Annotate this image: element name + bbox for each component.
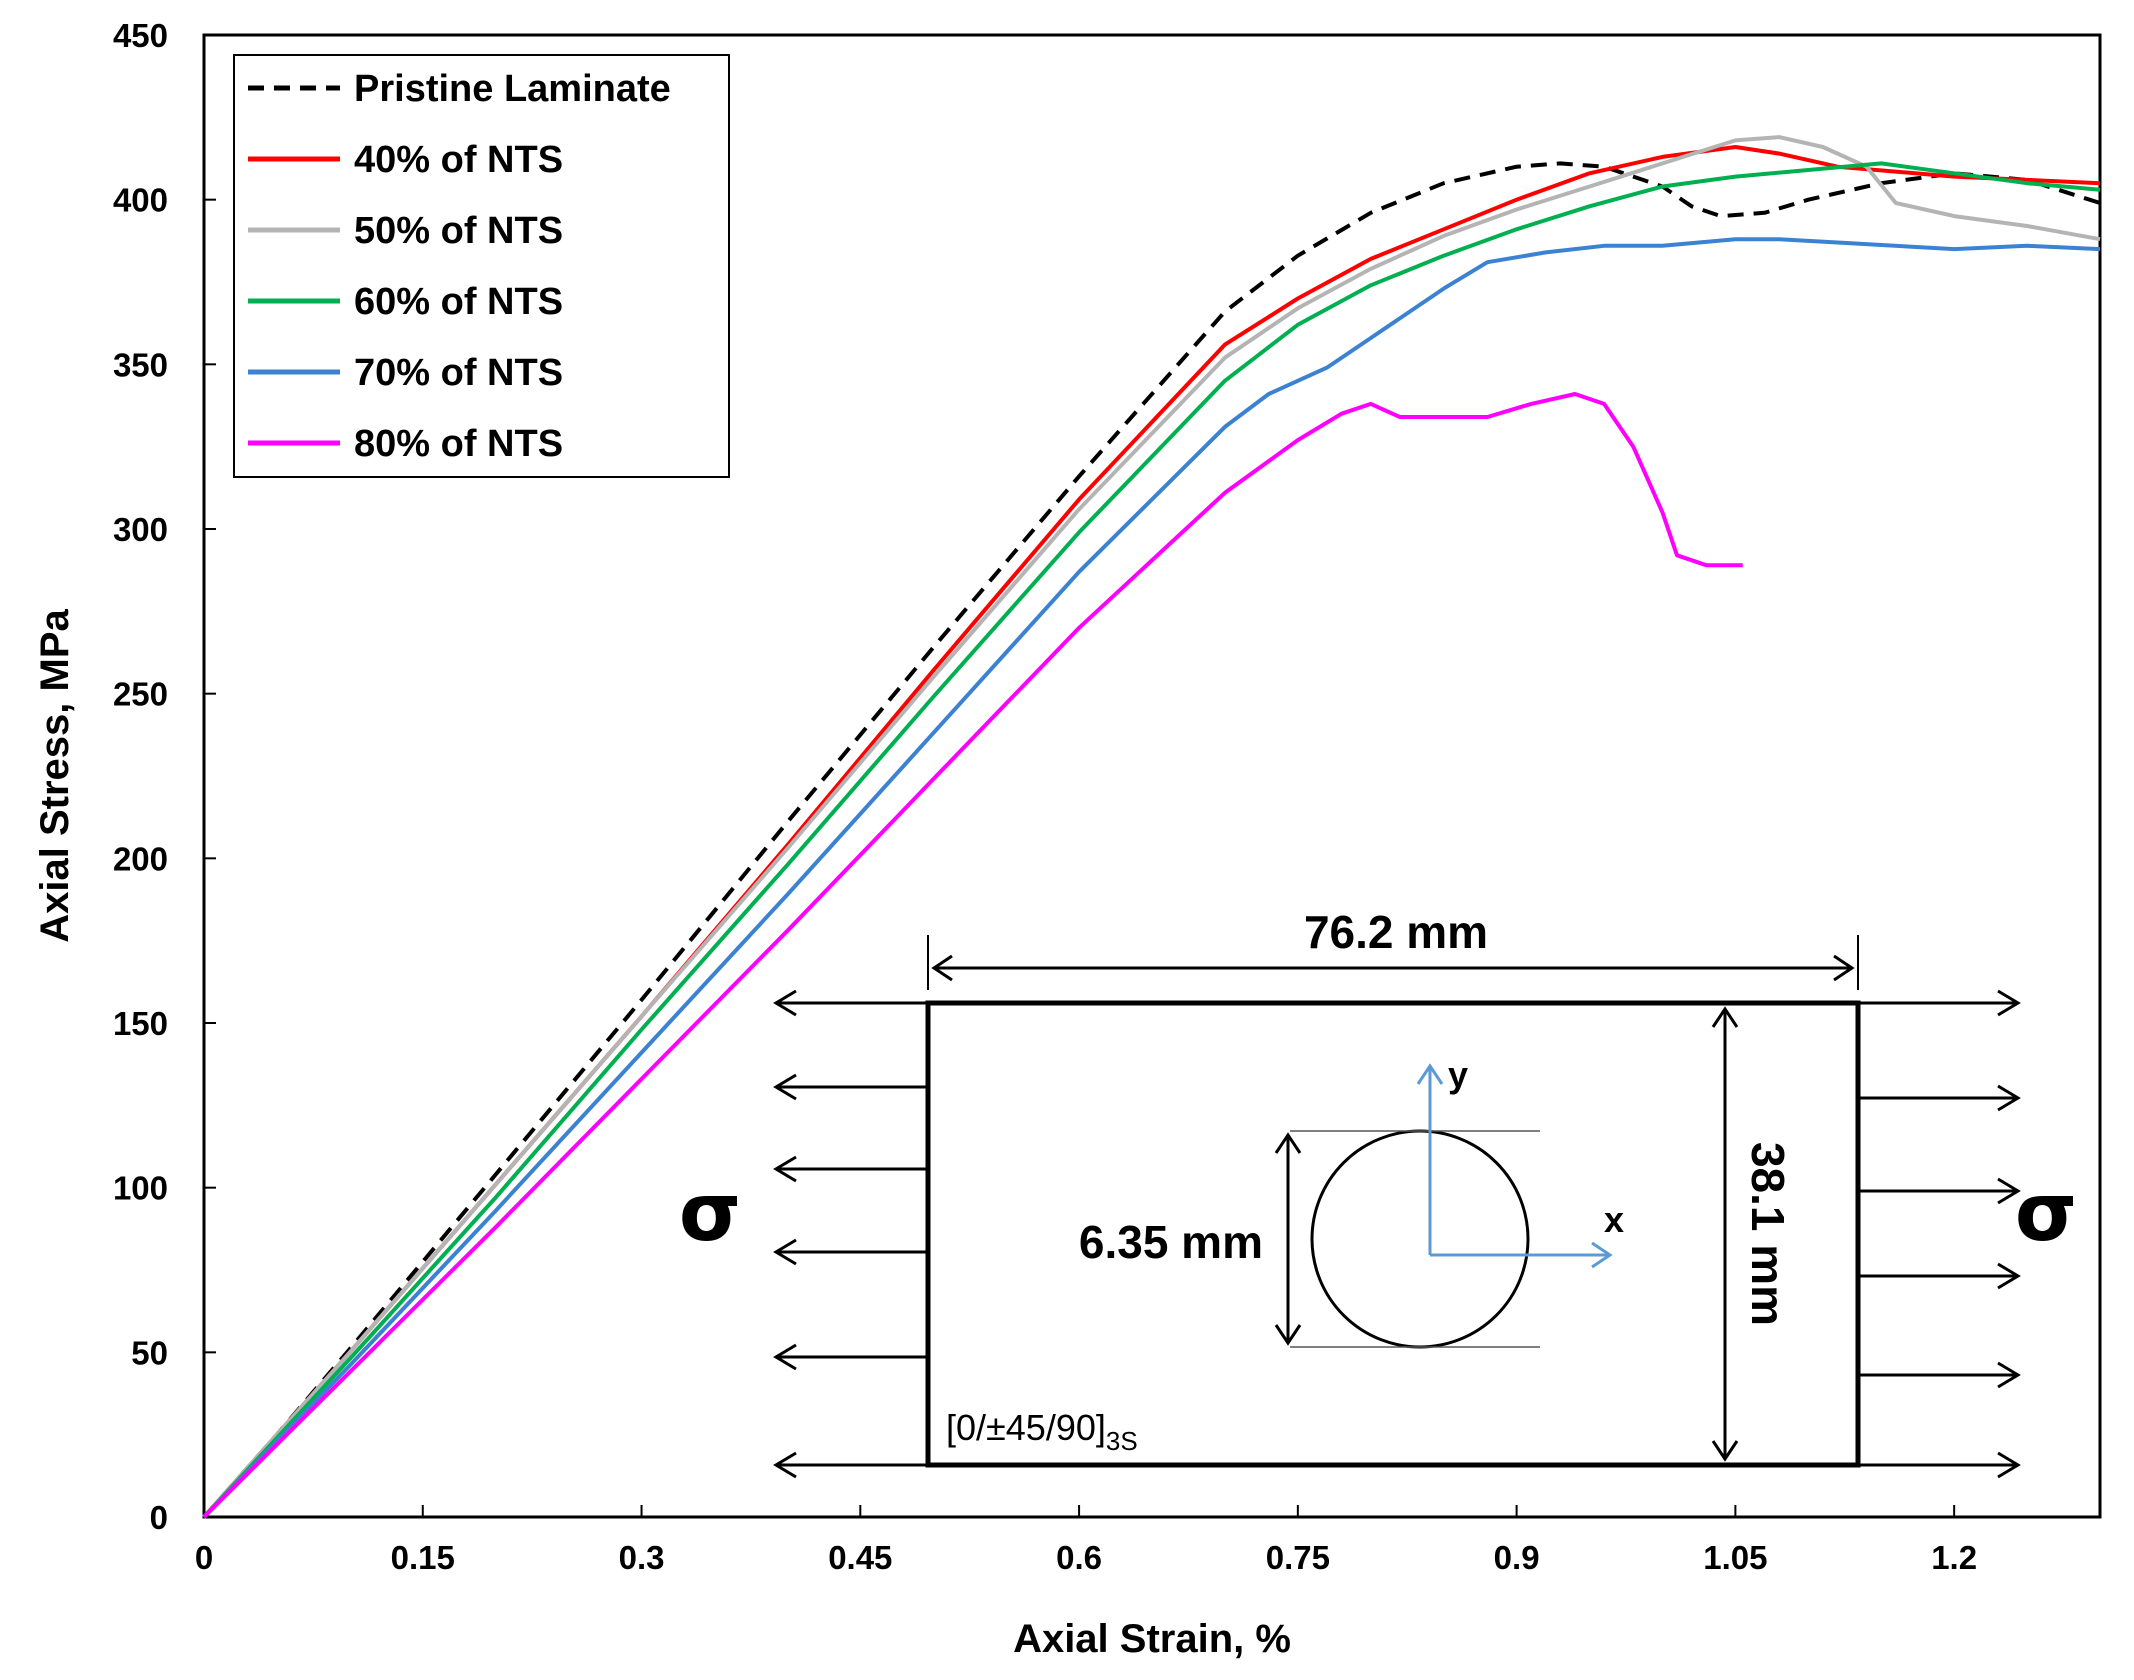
legend-label: Pristine Laminate (354, 68, 671, 110)
legend: Pristine Laminate 40% of NTS 50% of NTS 60%… (233, 54, 730, 478)
y-tick-label: 200 (113, 840, 168, 877)
layup-label: [0/±45/90]3S (946, 1407, 1138, 1456)
width-arrowhead-left (931, 954, 953, 982)
legend-label: 70% of NTS (354, 352, 563, 394)
series-line-60-of-nts (202, 161, 2101, 1519)
y-axis-arrowhead (1416, 1063, 1444, 1085)
load-arrowhead-right (1997, 989, 2021, 1017)
load-arrowhead-right (1997, 1451, 2021, 1479)
width-arrowhead-right (1833, 954, 1855, 982)
y-tick-label: 0 (150, 1499, 168, 1536)
hole-diameter-label: 6.35 mm (1079, 1216, 1263, 1268)
load-arrowhead-left (773, 989, 797, 1017)
load-arrows (773, 989, 2021, 1479)
specimen-diagram: 76.2 mm 38.1 mm 6.35 mm y x [0/±45/90]3S… (679, 906, 2077, 1479)
load-arrowhead-right (1997, 1177, 2021, 1205)
x-tick-label: 0.9 (1494, 1539, 1540, 1576)
width-label: 76.2 mm (1304, 906, 1488, 958)
y-tick-label: 50 (131, 1334, 168, 1371)
legend-label: 80% of NTS (354, 423, 563, 465)
load-arrowhead-right (1997, 1084, 2021, 1112)
y-tick-label: 300 (113, 511, 168, 548)
load-arrowhead-left (773, 1343, 797, 1371)
y-tick-label: 400 (113, 182, 168, 219)
height-arrowhead-bottom (1711, 1440, 1739, 1462)
x-tick-label: 1.2 (1931, 1539, 1977, 1576)
load-arrowhead-left (773, 1073, 797, 1101)
x-tick-label: 0.3 (619, 1539, 665, 1576)
specimen-plate (925, 1000, 1861, 1468)
load-arrowhead-left (773, 1238, 797, 1266)
x-tick-label: 0 (195, 1539, 213, 1576)
x-tick-label: 0.6 (1056, 1539, 1102, 1576)
y-axis-symbol: y (1448, 1054, 1468, 1095)
legend-label: 60% of NTS (354, 281, 563, 323)
series-lines (202, 135, 2101, 1519)
series-line-50-of-nts (202, 135, 2101, 1519)
x-tick-label: 0.75 (1266, 1539, 1330, 1576)
legend-box (233, 54, 730, 478)
legend-label: 50% of NTS (354, 210, 563, 252)
series-line-pristine-laminate (202, 161, 2101, 1519)
y-axis-label: Axial Stress, MPa (33, 609, 77, 943)
stress-symbol-right: σ (2015, 1166, 2077, 1259)
y-tick-label: 100 (113, 1170, 168, 1207)
x-axis-arrowhead (1591, 1241, 1613, 1269)
stress-symbol-left: σ (679, 1166, 741, 1259)
series-line-80-of-nts (202, 392, 1743, 1519)
y-tick-label: 350 (113, 346, 168, 383)
hole-arrowhead-bottom (1274, 1324, 1302, 1346)
height-label: 38.1 mm (1742, 1142, 1794, 1326)
y-axis-ticks: 0 50 100 150 200 250 300 350 400 450 (113, 17, 216, 1536)
y-tick-label: 250 (113, 676, 168, 713)
x-axis-symbol: x (1604, 1199, 1624, 1240)
y-tick-label: 150 (113, 1005, 168, 1042)
x-tick-label: 1.05 (1703, 1539, 1767, 1576)
load-arrowhead-right (1997, 1361, 2021, 1389)
x-axis-ticks: 0 0.15 0.3 0.45 0.6 0.75 0.9 1.05 1.2 (195, 1505, 1977, 1576)
load-arrowhead-left (773, 1155, 797, 1183)
layup-subscript: 3S (1106, 1426, 1138, 1456)
height-arrowhead-top (1711, 1006, 1739, 1028)
x-axis-label: Axial Strain, % (1013, 1617, 1291, 1661)
x-tick-label: 0.45 (828, 1539, 892, 1576)
series-line-70-of-nts (202, 237, 2101, 1519)
x-tick-label: 0.15 (391, 1539, 455, 1576)
legend-label: 40% of NTS (354, 139, 563, 181)
y-tick-label: 450 (113, 17, 168, 54)
hole-arrowhead-top (1274, 1132, 1302, 1154)
load-arrowhead-right (1997, 1262, 2021, 1290)
load-arrowhead-left (773, 1451, 797, 1479)
